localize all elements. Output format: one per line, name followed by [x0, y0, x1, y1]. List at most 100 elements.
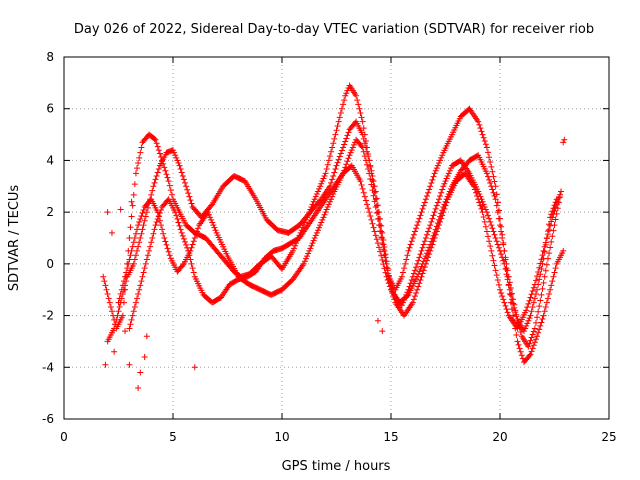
data-point — [131, 181, 138, 188]
data-point — [334, 122, 341, 129]
data-point — [118, 286, 125, 293]
data-point — [115, 308, 122, 315]
data-point — [413, 225, 420, 232]
data-point — [325, 157, 332, 164]
data-point — [170, 147, 176, 154]
data-point — [556, 191, 563, 198]
data-point — [440, 183, 447, 190]
data-point — [193, 228, 200, 235]
data-point — [538, 291, 545, 298]
data-point — [301, 258, 308, 265]
data-point — [155, 147, 162, 154]
data-point — [173, 212, 180, 219]
data-point — [499, 235, 506, 241]
data-points — [100, 82, 568, 391]
data-point — [154, 216, 161, 223]
data-point — [372, 188, 379, 195]
data-point — [551, 207, 558, 214]
data-point — [483, 228, 490, 235]
data-point — [314, 227, 321, 234]
data-point — [322, 170, 329, 177]
data-point — [422, 235, 429, 241]
data-point — [425, 228, 432, 235]
data-point — [409, 299, 416, 306]
data-point — [333, 127, 340, 134]
data-point — [207, 214, 214, 221]
data-point — [152, 222, 159, 229]
data-point — [103, 286, 110, 293]
data-point — [372, 203, 379, 210]
data-point — [326, 153, 333, 160]
data-point — [541, 243, 548, 250]
data-point — [494, 277, 501, 284]
data-point — [305, 250, 312, 257]
data-point — [174, 216, 181, 223]
data-point — [171, 149, 178, 156]
data-point — [290, 245, 297, 252]
data-point — [410, 231, 417, 238]
data-point — [391, 296, 398, 303]
outlier-point — [122, 328, 129, 335]
data-point — [369, 220, 376, 227]
data-point — [122, 273, 129, 280]
data-point — [183, 183, 190, 190]
data-point — [413, 264, 420, 271]
plot-frame — [63, 56, 610, 420]
data-point — [492, 196, 499, 203]
y-tick-label: -4 — [42, 360, 54, 374]
data-point — [373, 210, 380, 217]
data-point — [488, 183, 495, 190]
data-point — [523, 322, 530, 329]
data-point — [543, 261, 550, 268]
data-point — [356, 105, 363, 112]
data-point — [168, 191, 175, 198]
data-point — [495, 281, 502, 288]
data-point — [188, 260, 195, 267]
data-point — [366, 170, 373, 177]
data-point — [360, 148, 367, 155]
data-point — [531, 325, 538, 332]
data-point — [318, 180, 325, 187]
data-point — [164, 245, 171, 252]
data-point — [127, 252, 134, 259]
data-point — [442, 202, 449, 209]
outlier-point — [560, 139, 567, 146]
data-point — [370, 178, 377, 185]
data-point — [408, 238, 415, 245]
data-point — [300, 260, 307, 267]
data-point — [184, 186, 191, 193]
data-point — [205, 211, 212, 218]
data-point — [430, 173, 437, 180]
data-point — [331, 135, 338, 142]
data-point — [164, 174, 171, 181]
data-point — [544, 231, 551, 238]
data-point — [142, 260, 149, 267]
data-point — [135, 243, 142, 250]
data-point — [550, 227, 557, 234]
data-point — [175, 160, 182, 167]
data-point — [492, 267, 499, 274]
data-point — [368, 216, 375, 223]
data-point — [308, 242, 315, 249]
data-point — [137, 235, 144, 241]
data-point — [310, 237, 317, 244]
data-point — [338, 105, 345, 112]
data-point — [100, 273, 107, 280]
data-point — [427, 247, 434, 254]
data-point — [422, 196, 429, 203]
data-point — [361, 153, 368, 160]
data-point — [141, 217, 148, 224]
data-point — [403, 291, 410, 298]
data-point — [304, 253, 311, 260]
data-point — [411, 293, 418, 300]
data-point — [292, 242, 299, 249]
data-point — [530, 342, 537, 349]
outlier-point — [379, 328, 386, 335]
data-point — [116, 303, 123, 310]
data-point — [153, 140, 160, 147]
data-point — [404, 289, 411, 296]
data-point — [507, 291, 514, 298]
data-point — [417, 266, 424, 273]
data-point — [181, 179, 188, 186]
data-point — [524, 304, 531, 311]
